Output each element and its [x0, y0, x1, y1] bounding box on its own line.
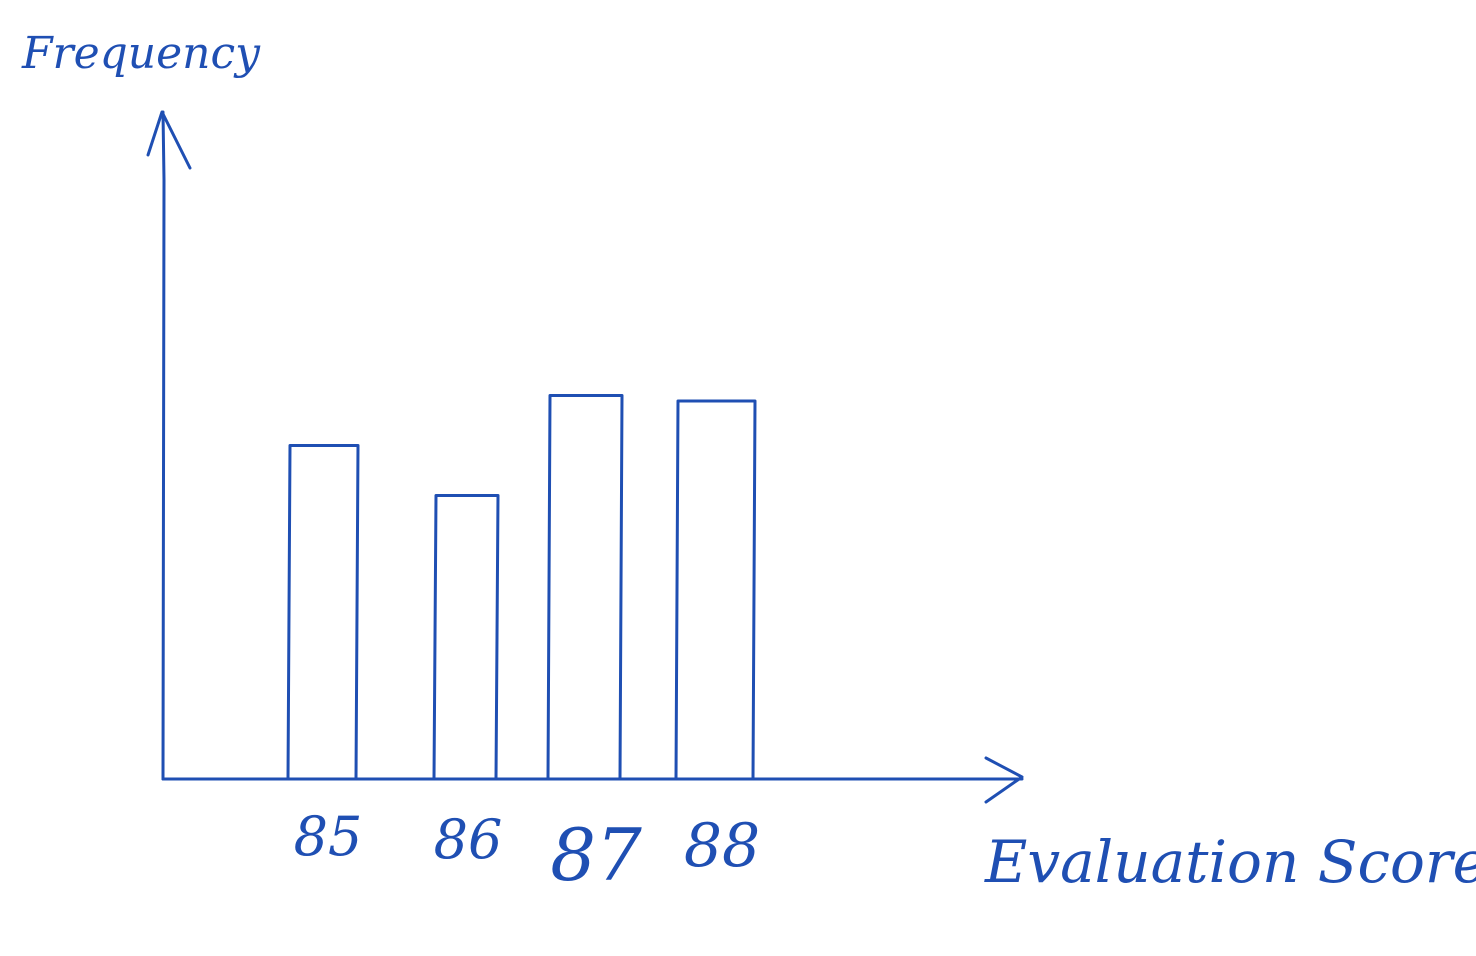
- x-axis-label: Evaluation Score: [984, 828, 1476, 896]
- bars: [286, 394, 757, 781]
- x-tick-label-85: 85: [294, 805, 363, 868]
- y-axis-line: [161, 110, 166, 781]
- y-axis-arrowhead: [146, 110, 192, 170]
- bar-85: [286, 444, 360, 781]
- bar-87: [546, 394, 624, 781]
- bar-88: [674, 399, 757, 781]
- x-tick-label-86: 86: [434, 808, 503, 871]
- x-tick-label-88: 88: [684, 811, 760, 881]
- x-axis-arrowhead: [984, 756, 1024, 804]
- x-tick-labels: 85 86 87 88: [294, 805, 761, 897]
- x-tick-label-87: 87: [550, 813, 642, 897]
- axes: [146, 110, 1024, 804]
- y-axis-label: Frequency: [21, 28, 261, 79]
- bar-86: [432, 494, 500, 781]
